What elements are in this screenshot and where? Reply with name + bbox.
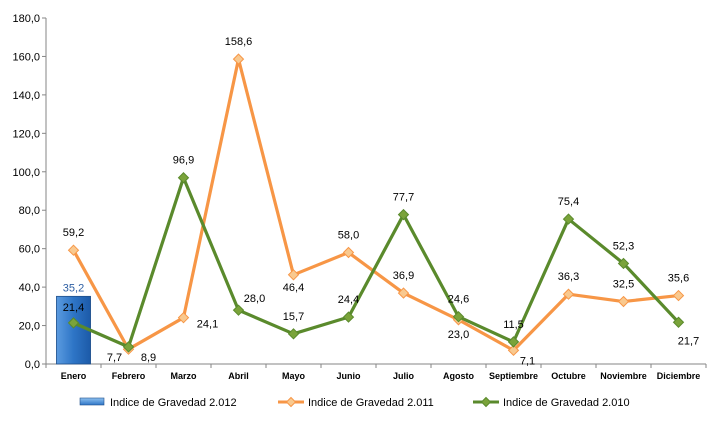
y-tick-label: 180,0: [12, 13, 40, 25]
data-point-marker: [177, 172, 190, 184]
y-tick-label: 160,0: [12, 51, 40, 63]
data-label: 15,7: [283, 311, 304, 323]
legend-label: Indice de Gravedad 2.012: [110, 397, 237, 409]
data-label: 46,4: [283, 282, 304, 294]
y-tick-label: 120,0: [12, 128, 40, 140]
data-label: 158,6: [225, 36, 253, 48]
y-tick-label: 0,0: [25, 359, 40, 371]
data-label: 32,5: [613, 279, 634, 291]
x-tick-label: Octubre: [551, 371, 586, 381]
legend-swatch: [79, 397, 105, 406]
data-point-marker: [562, 288, 575, 300]
x-tick-label: Abril: [228, 371, 249, 381]
x-tick-label: Febrero: [112, 371, 146, 381]
data-point-marker: [397, 287, 410, 299]
x-tick-label: Septiembre: [489, 371, 538, 381]
legend-marker: [480, 396, 492, 408]
data-label: 58,0: [338, 230, 359, 242]
data-point-marker: [177, 311, 190, 324]
data-label: 24,1: [197, 319, 218, 331]
data-label: 23,0: [448, 329, 469, 341]
axes: 0,0 20,0 40,0 60,0 80,0 100,0 120,0 140,0 160,0 1…: [12, 13, 707, 381]
data-label: 24,4: [338, 294, 359, 306]
x-tick-label: Agosto: [443, 371, 474, 381]
data-point-marker: [507, 336, 520, 348]
data-label: 75,4: [558, 196, 579, 208]
data-label: 35,6: [668, 273, 689, 285]
legend-label: Indice de Gravedad 2.011: [308, 397, 434, 409]
y-tick-label: 140,0: [12, 90, 40, 102]
x-tick-label: Julio: [393, 371, 415, 381]
data-point-marker: [67, 317, 80, 329]
data-label: 7,1: [520, 355, 535, 367]
y-tick-label: 60,0: [19, 244, 40, 256]
data-label: 36,9: [393, 270, 414, 282]
data-point-marker: [507, 344, 520, 357]
data-point-marker: [342, 246, 355, 259]
data-point-marker: [672, 289, 685, 302]
data-point-marker: [562, 213, 575, 225]
line-series: [67, 53, 685, 357]
data-label: 77,7: [393, 192, 414, 204]
x-tick-label: Enero: [61, 371, 87, 381]
data-point-marker: [617, 295, 630, 308]
legend-marker: [285, 396, 297, 408]
bar: [56, 295, 91, 365]
x-tick-label: Mayo: [282, 371, 306, 381]
data-label: 24,6: [448, 294, 469, 306]
data-label: 21,7: [678, 335, 699, 347]
data-point-marker: [342, 311, 355, 323]
data-label: 28,0: [244, 293, 265, 305]
data-label: 96,9: [173, 155, 194, 167]
data-point-marker: [287, 269, 300, 281]
y-tick-label: 40,0: [19, 282, 40, 294]
y-tick-label: 20,0: [19, 321, 40, 333]
x-tick-label: Noviembre: [600, 371, 647, 381]
data-point-marker: [67, 244, 80, 256]
x-tick-label: Marzo: [170, 371, 197, 381]
data-label: 7,7: [107, 352, 122, 364]
legend: Indice de Gravedad 2.012 Indice de Graved…: [79, 396, 630, 409]
data-point-marker: [122, 341, 135, 353]
data-point-marker: [452, 311, 465, 323]
data-point-marker: [397, 208, 410, 221]
data-point-marker: [287, 328, 300, 340]
x-tick-label: Junio: [337, 371, 362, 381]
data-label: 21,4: [63, 302, 84, 314]
data-point-marker: [617, 257, 630, 270]
x-tick-label: Diciembre: [657, 371, 701, 381]
data-point-marker: [232, 53, 245, 65]
data-label: 11,5: [503, 319, 524, 331]
y-tick-label: 100,0: [12, 167, 40, 179]
data-labels: 35,2 59,2 7,7 24,1 158,6 46,4 58,0 36,9 23,0 7,1 3…: [63, 36, 699, 367]
data-label: 52,3: [613, 240, 634, 252]
data-label: 35,2: [63, 282, 84, 294]
data-point-marker: [232, 304, 245, 316]
y-tick-label: 80,0: [19, 205, 40, 217]
data-point-marker: [672, 316, 685, 328]
data-label: 8,9: [141, 352, 156, 364]
series-line: [72, 176, 680, 349]
series-line: [72, 57, 679, 352]
data-label: 59,2: [63, 227, 84, 239]
legend-label: Indice de Gravedad 2.010: [503, 397, 630, 409]
data-label: 36,3: [558, 271, 579, 283]
bar-series: [56, 295, 91, 365]
